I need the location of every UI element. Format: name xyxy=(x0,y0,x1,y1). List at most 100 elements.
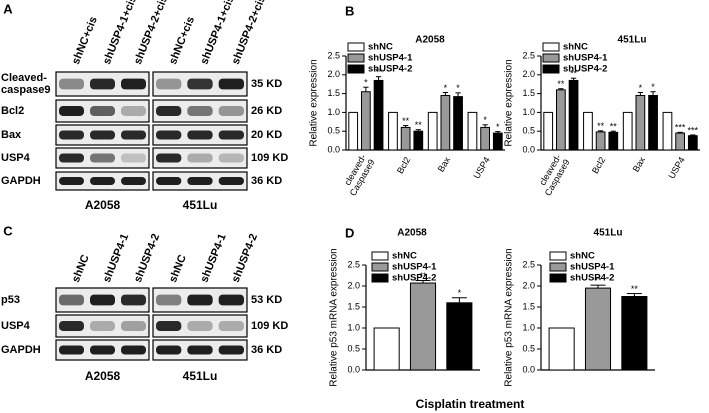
bar xyxy=(492,132,503,151)
size-label: 109 KD xyxy=(251,152,288,164)
significance: * xyxy=(639,83,643,93)
y-tick-label: 0.5 xyxy=(522,343,535,353)
y-tick-label: 1.5 xyxy=(522,301,535,311)
chart-title: A2058 xyxy=(397,228,427,239)
legend-label: shNC xyxy=(563,42,588,53)
blot-band xyxy=(121,176,146,186)
legend-label: shUSP4-2 xyxy=(368,64,412,75)
x-tick-label: Bcl2 xyxy=(395,155,412,175)
blot-band xyxy=(156,78,182,90)
x-tick-label: Bax xyxy=(631,155,648,174)
blot-band xyxy=(187,321,213,331)
lane-label: shUSP4-2 xyxy=(230,232,260,284)
y-tick-label: 0.5 xyxy=(327,126,340,136)
legend-swatch xyxy=(549,273,567,283)
blot-band xyxy=(121,321,146,331)
group-label: 451Lu xyxy=(183,369,218,383)
chart-title: 451Lu xyxy=(618,35,647,46)
lane-label: shUSP4-1 xyxy=(101,232,131,284)
row-label: Bax xyxy=(1,129,22,141)
y-tick-label: 2.0 xyxy=(327,69,340,79)
panel-label: B xyxy=(345,3,354,18)
group-label: A2058 xyxy=(85,198,121,212)
bar xyxy=(453,96,463,151)
blot-band xyxy=(156,321,182,331)
blot-band xyxy=(187,106,213,116)
bar xyxy=(662,111,673,151)
bar xyxy=(584,287,612,371)
legend-swatch xyxy=(371,251,389,261)
bar xyxy=(548,327,575,371)
blot-band xyxy=(121,153,146,163)
legend-label: shUSP4-1 xyxy=(368,53,413,64)
chart-title: A2058 xyxy=(415,35,445,46)
y-axis-label: Relative expression xyxy=(504,59,515,146)
y-tick-label: 2.5 xyxy=(522,259,535,269)
blot-band xyxy=(187,130,213,140)
legend-swatch xyxy=(371,262,389,272)
blot-strip xyxy=(152,147,248,169)
bar xyxy=(373,79,384,151)
x-tick-label: Bax xyxy=(436,155,453,174)
significance: ** xyxy=(402,116,410,126)
bar xyxy=(467,111,478,151)
bar xyxy=(400,126,411,151)
y-tick-label: 0.0 xyxy=(327,144,340,154)
blot-band xyxy=(59,78,84,90)
legend-label: shUSP4-2 xyxy=(563,64,607,75)
bar xyxy=(440,94,451,151)
panel-label: C xyxy=(3,223,13,238)
row-label: GAPDH xyxy=(1,175,41,187)
blot-band xyxy=(59,321,84,331)
significance: * xyxy=(444,83,448,93)
row-label: GAPDH xyxy=(1,344,41,356)
y-tick-label: 1.0 xyxy=(327,107,340,117)
lane-label: shUSP4-2 xyxy=(132,232,162,284)
size-label: 36 KD xyxy=(251,175,282,187)
blot-band xyxy=(59,153,84,163)
group-label: 451Lu xyxy=(183,198,218,212)
significance: ** xyxy=(415,120,423,130)
bar xyxy=(556,89,566,151)
significance: * xyxy=(496,122,500,132)
y-tick-label: 1.0 xyxy=(347,322,360,332)
blot-band xyxy=(90,294,115,306)
row-label: p53 xyxy=(1,294,20,306)
size-label: 26 KD xyxy=(251,105,282,117)
blot-band xyxy=(156,345,182,355)
bar xyxy=(595,131,606,151)
bar xyxy=(608,131,619,151)
y-tick-label: 1.5 xyxy=(522,88,535,98)
significance: ** xyxy=(557,79,565,89)
row-label: Cleaved-caspase9 xyxy=(1,72,51,96)
y-tick-label: 0.5 xyxy=(522,126,535,136)
bar xyxy=(583,111,593,151)
lane-label: shUSP4-2+cis xyxy=(132,0,171,66)
y-tick-label: 0.0 xyxy=(347,364,360,374)
panel-label: D xyxy=(345,225,354,240)
bar xyxy=(687,135,698,151)
legend-label: shUSP4-1 xyxy=(570,262,615,273)
blot-band xyxy=(187,294,213,306)
blot-band xyxy=(218,130,244,140)
significance: ** xyxy=(594,276,602,286)
y-tick-label: 2.5 xyxy=(522,50,535,60)
y-axis-label: Relative p53 mRNA expression xyxy=(329,248,340,386)
y-tick-label: 2.5 xyxy=(347,259,360,269)
significance: ** xyxy=(631,284,639,294)
significance: ** xyxy=(610,122,618,132)
row-label: USP4 xyxy=(1,320,31,332)
y-tick-label: 1.0 xyxy=(522,322,535,332)
y-tick-label: 0.5 xyxy=(347,343,360,353)
lane-label: shUSP4-2+cis xyxy=(230,0,269,66)
legend-swatch xyxy=(542,42,560,52)
footer: Cisplatin treatment xyxy=(416,397,525,411)
bar xyxy=(446,302,473,371)
chart-title: 451Lu xyxy=(594,228,623,239)
blot-band xyxy=(90,130,115,140)
blot-band xyxy=(90,321,115,331)
bar xyxy=(622,111,633,151)
y-tick-label: 0.0 xyxy=(522,144,535,154)
legend-label: shNC xyxy=(392,251,417,262)
